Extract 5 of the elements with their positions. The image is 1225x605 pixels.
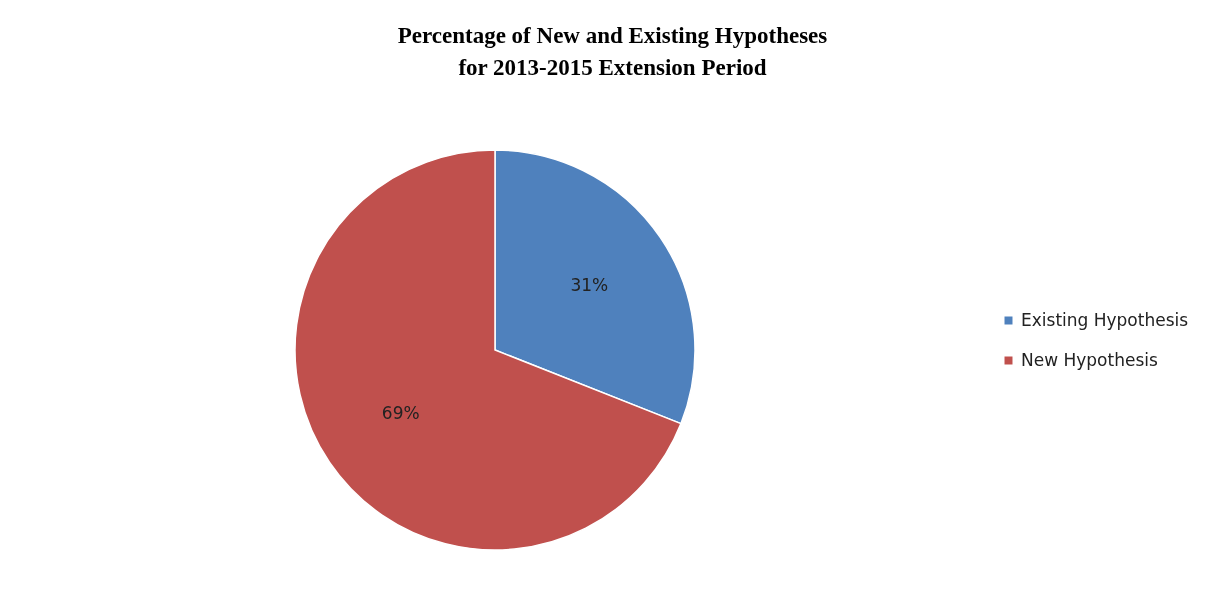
legend-label: Existing Hypothesis [1021,309,1189,330]
legend-label: New Hypothesis [1021,349,1158,370]
data-label: 31% [570,274,609,295]
data-label: 69% [381,403,420,424]
chart-title: Percentage of New and Existing Hypotheses for 2013-2015 Extension Period [397,23,828,80]
